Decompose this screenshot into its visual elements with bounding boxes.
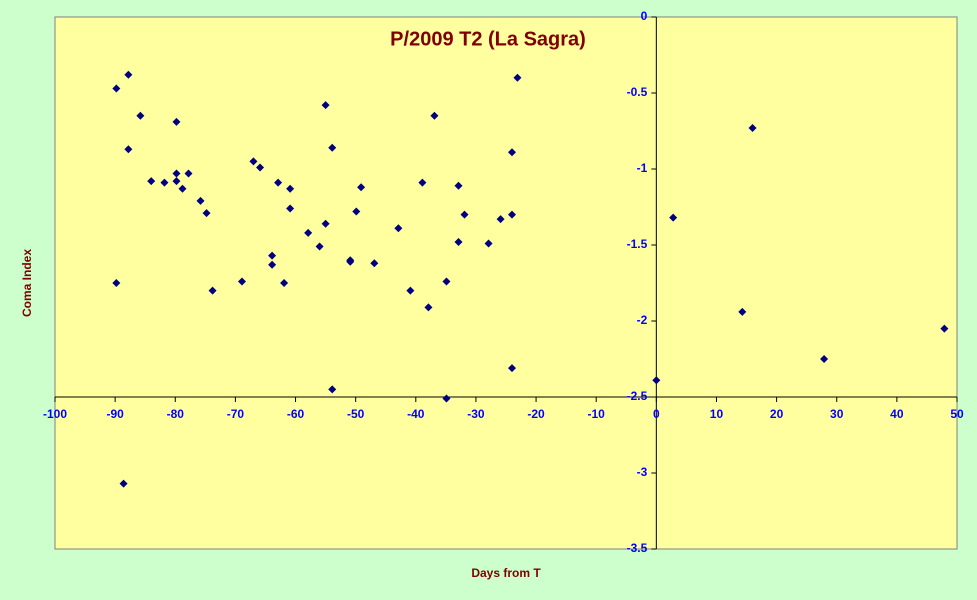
x-tick-label: 10 <box>710 407 724 421</box>
point <box>286 204 295 213</box>
x-tick-label: 0 <box>653 407 660 421</box>
point <box>280 279 289 287</box>
point <box>508 364 517 373</box>
x-tick-label: 30 <box>830 407 844 421</box>
point <box>124 145 133 154</box>
point <box>286 184 295 193</box>
x-axis-title: Days from T <box>471 566 541 580</box>
point <box>748 123 757 132</box>
x-tick-label: -100 <box>43 407 67 421</box>
y-tick-label: 0 <box>641 9 648 23</box>
point <box>454 237 463 246</box>
point <box>184 169 193 178</box>
point <box>357 183 366 192</box>
point <box>172 117 181 126</box>
point <box>940 324 949 333</box>
x-tick-label: 40 <box>890 407 904 421</box>
point <box>460 210 469 219</box>
point <box>268 251 277 260</box>
y-tick-label: -3 <box>637 465 648 479</box>
point <box>119 479 128 488</box>
point <box>508 210 517 219</box>
point <box>430 111 439 120</box>
x-tick-label: -60 <box>287 407 305 421</box>
x-tick-label: 50 <box>950 407 964 421</box>
point <box>418 178 427 187</box>
point <box>202 209 211 218</box>
point <box>484 239 493 248</box>
point <box>328 143 337 152</box>
point <box>208 286 217 295</box>
point <box>172 169 181 178</box>
point <box>346 257 355 266</box>
x-tick-label: -30 <box>467 407 485 421</box>
y-axis-title: Coma Index <box>20 249 34 317</box>
x-tick-label: -80 <box>167 407 185 421</box>
point <box>370 259 379 268</box>
x-tick-label: -90 <box>106 407 124 421</box>
point <box>147 177 156 186</box>
point <box>328 385 337 394</box>
point <box>274 178 283 187</box>
point <box>321 101 330 110</box>
point <box>304 228 313 237</box>
x-tick-label: -20 <box>527 407 545 421</box>
point <box>442 277 451 286</box>
point <box>442 394 451 403</box>
x-tick-label: -70 <box>227 407 245 421</box>
point <box>454 181 463 190</box>
point <box>256 163 265 172</box>
point <box>112 279 121 287</box>
y-tick-label: -3.5 <box>627 541 648 555</box>
point <box>669 213 678 222</box>
point <box>652 376 661 385</box>
point <box>249 157 258 166</box>
x-tick-label: -50 <box>347 407 365 421</box>
point <box>394 224 403 233</box>
point <box>513 73 522 82</box>
point <box>160 178 169 187</box>
point <box>738 307 747 316</box>
point <box>112 84 121 93</box>
point <box>508 148 517 157</box>
x-tick-label: -10 <box>588 407 606 421</box>
point <box>268 260 277 269</box>
point <box>136 111 145 120</box>
y-tick-label: -1 <box>637 161 648 175</box>
y-tick-label: -2 <box>637 313 648 327</box>
x-tick-label: -40 <box>407 407 425 421</box>
point <box>321 219 330 228</box>
point <box>406 286 415 295</box>
point <box>238 277 247 286</box>
plot-area <box>54 16 958 550</box>
point <box>315 242 324 251</box>
point <box>352 207 361 216</box>
x-tick-label: 20 <box>770 407 784 421</box>
point <box>196 196 205 205</box>
chart-title: P/2009 T2 (La Sagra) <box>390 28 586 50</box>
point <box>820 355 829 363</box>
y-tick-label: -0.5 <box>627 85 648 99</box>
point <box>178 184 187 193</box>
point <box>124 70 133 79</box>
point <box>496 215 505 224</box>
y-tick-label: -1.5 <box>627 237 648 251</box>
point <box>172 177 181 186</box>
y-tick-label: -2.5 <box>627 389 648 403</box>
point <box>424 303 433 312</box>
